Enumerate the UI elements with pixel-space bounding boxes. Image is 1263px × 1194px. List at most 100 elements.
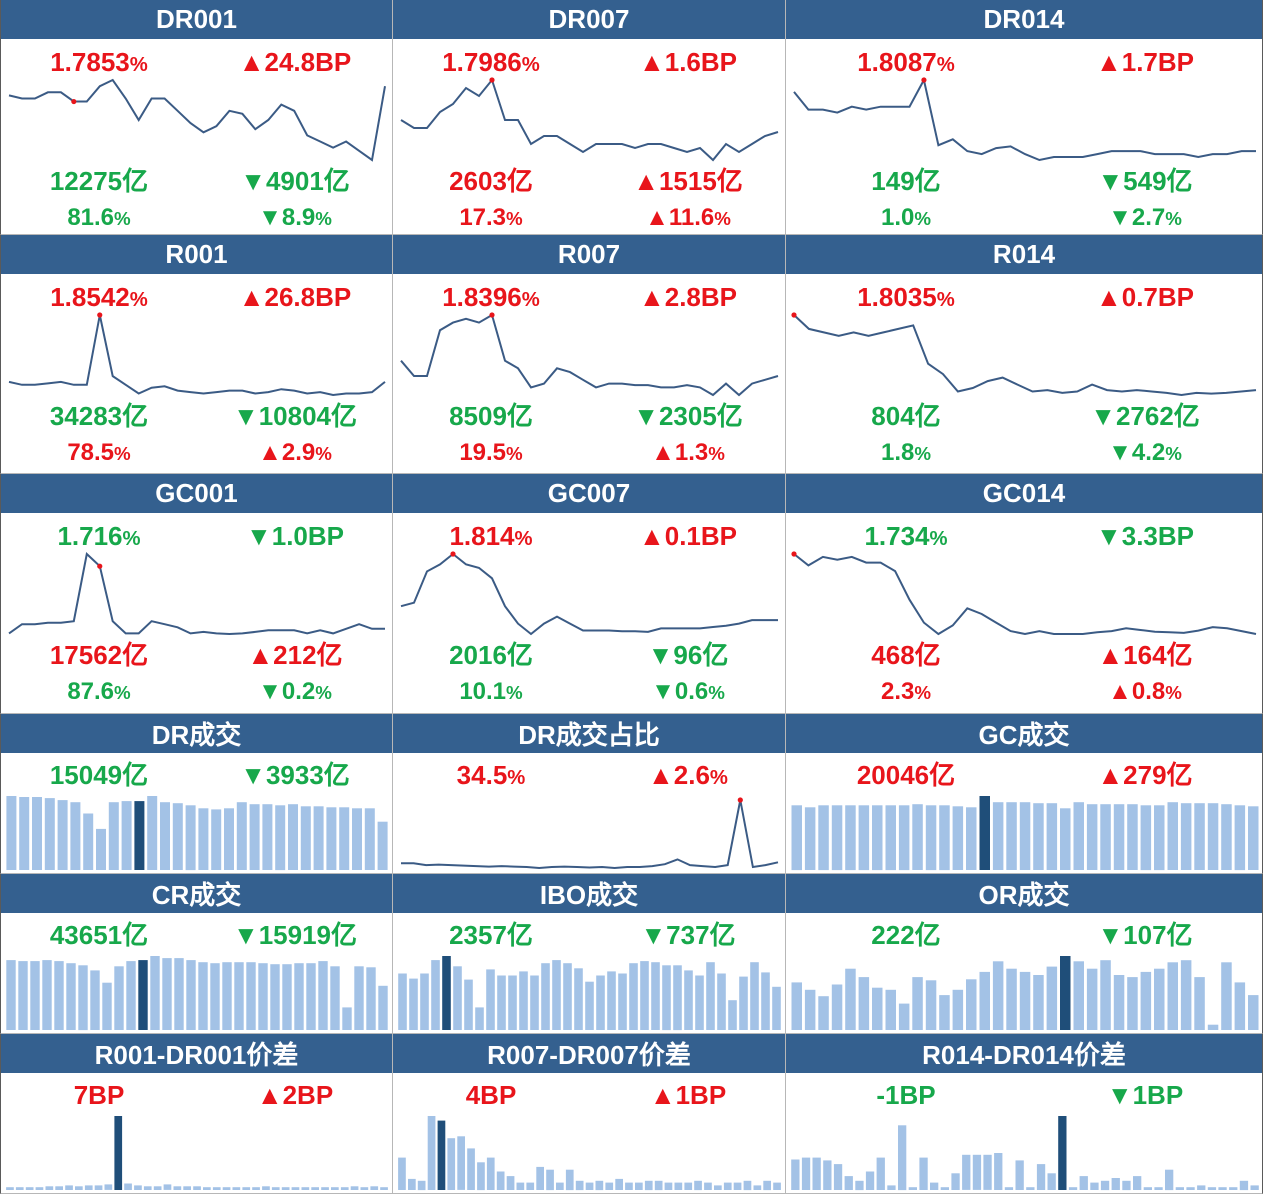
bar — [55, 1186, 63, 1190]
bar — [1221, 804, 1232, 870]
bar — [972, 1154, 982, 1190]
bar — [453, 966, 462, 1030]
bar — [342, 1007, 352, 1030]
bar-highlight — [1058, 1116, 1067, 1190]
bar — [398, 973, 407, 1030]
series-line — [793, 314, 1257, 397]
main-change: ▼737亿 — [640, 920, 736, 950]
bar — [339, 807, 350, 870]
main-value: 20046亿 — [856, 760, 956, 790]
bar — [651, 962, 660, 1030]
main-change: ▲0.7BP — [1096, 282, 1194, 312]
bar — [6, 796, 17, 870]
bar — [185, 805, 196, 871]
bar — [172, 803, 183, 870]
bar — [684, 970, 693, 1030]
main-value: 1.814% — [449, 521, 533, 551]
panel-title: R007 — [393, 235, 785, 274]
main-change: ▲2.8BP — [639, 282, 737, 312]
bar — [104, 1184, 113, 1190]
bar — [812, 1157, 821, 1190]
bar — [83, 813, 94, 870]
bar — [654, 1180, 663, 1191]
bar — [352, 808, 362, 870]
bar — [728, 1000, 737, 1030]
panel-6: GC001 1.716% ▼1.0BP 17562亿 ▲212亿 87.6% ▼0.2% — [0, 474, 392, 714]
bar — [262, 804, 273, 870]
chart-dr — [6, 796, 388, 871]
share-value: 2.3% — [880, 678, 932, 705]
bar — [1194, 977, 1205, 1030]
bar — [1019, 802, 1031, 870]
panel-12: CR成交 43651亿 ▼15919亿 — [0, 874, 392, 1034]
share-value: 1.8% — [880, 439, 932, 466]
bar — [925, 805, 937, 871]
main-value: 1.8035% — [857, 282, 955, 312]
main-change: ▼15919亿 — [232, 920, 358, 950]
bar — [1154, 1187, 1163, 1190]
bar — [1004, 1187, 1014, 1190]
bar — [930, 1182, 939, 1190]
bar — [1154, 805, 1165, 871]
bar — [1140, 805, 1152, 871]
bar — [18, 961, 28, 1030]
bar — [1113, 975, 1125, 1030]
bar — [326, 807, 337, 870]
bar — [831, 984, 843, 1030]
panel-title: R007-DR007价差 — [393, 1034, 785, 1073]
bar — [330, 966, 340, 1030]
bar — [962, 1154, 971, 1190]
share-change: ▲0.8% — [1108, 678, 1182, 705]
bar — [211, 809, 222, 870]
bar — [66, 963, 76, 1030]
bar — [45, 1186, 54, 1190]
bar — [126, 961, 136, 1030]
bar — [1167, 802, 1178, 870]
main-value: 222亿 — [871, 920, 941, 950]
bar — [966, 807, 977, 870]
bar — [673, 965, 682, 1031]
main-change: ▼1BP — [1106, 1080, 1184, 1110]
main-value: 1.8396% — [442, 282, 540, 312]
main-value: 7BP — [73, 1080, 125, 1110]
bar — [84, 1185, 93, 1190]
bar — [595, 1180, 604, 1191]
bar — [761, 972, 770, 1030]
bar — [951, 1173, 960, 1190]
bar — [887, 1185, 896, 1190]
panel-title: R014 — [786, 235, 1262, 274]
bar — [966, 979, 977, 1030]
volume-value: 2016亿 — [449, 640, 533, 670]
chart-dr001 — [8, 78, 386, 162]
bar — [898, 805, 910, 871]
bar — [644, 1180, 653, 1191]
bar — [467, 1148, 475, 1190]
peak-marker — [71, 98, 77, 105]
bar — [32, 797, 42, 870]
main-change: ▼3.3BP — [1096, 521, 1194, 551]
bar — [596, 975, 605, 1030]
bar — [370, 1186, 379, 1190]
main-value: 4BP — [465, 1080, 517, 1110]
main-value: -1BP — [876, 1080, 936, 1110]
bar — [19, 797, 30, 870]
bar — [377, 821, 388, 870]
bar — [858, 977, 870, 1030]
bar — [252, 1187, 260, 1190]
bar — [380, 1187, 388, 1190]
chart-r007-dr007 — [398, 1116, 781, 1191]
bar — [674, 1182, 683, 1190]
bar — [300, 806, 311, 870]
bar — [78, 965, 88, 1031]
bar — [311, 1187, 319, 1190]
bar — [885, 805, 896, 871]
volume-change: ▲1515亿 — [633, 166, 743, 196]
bar — [35, 1187, 44, 1190]
bar-highlight — [979, 796, 990, 870]
volume-change: ▼10804亿 — [232, 401, 358, 431]
bar-highlight — [138, 960, 148, 1030]
bar — [1122, 1180, 1131, 1191]
bar — [160, 802, 170, 870]
bar — [15, 1187, 24, 1190]
